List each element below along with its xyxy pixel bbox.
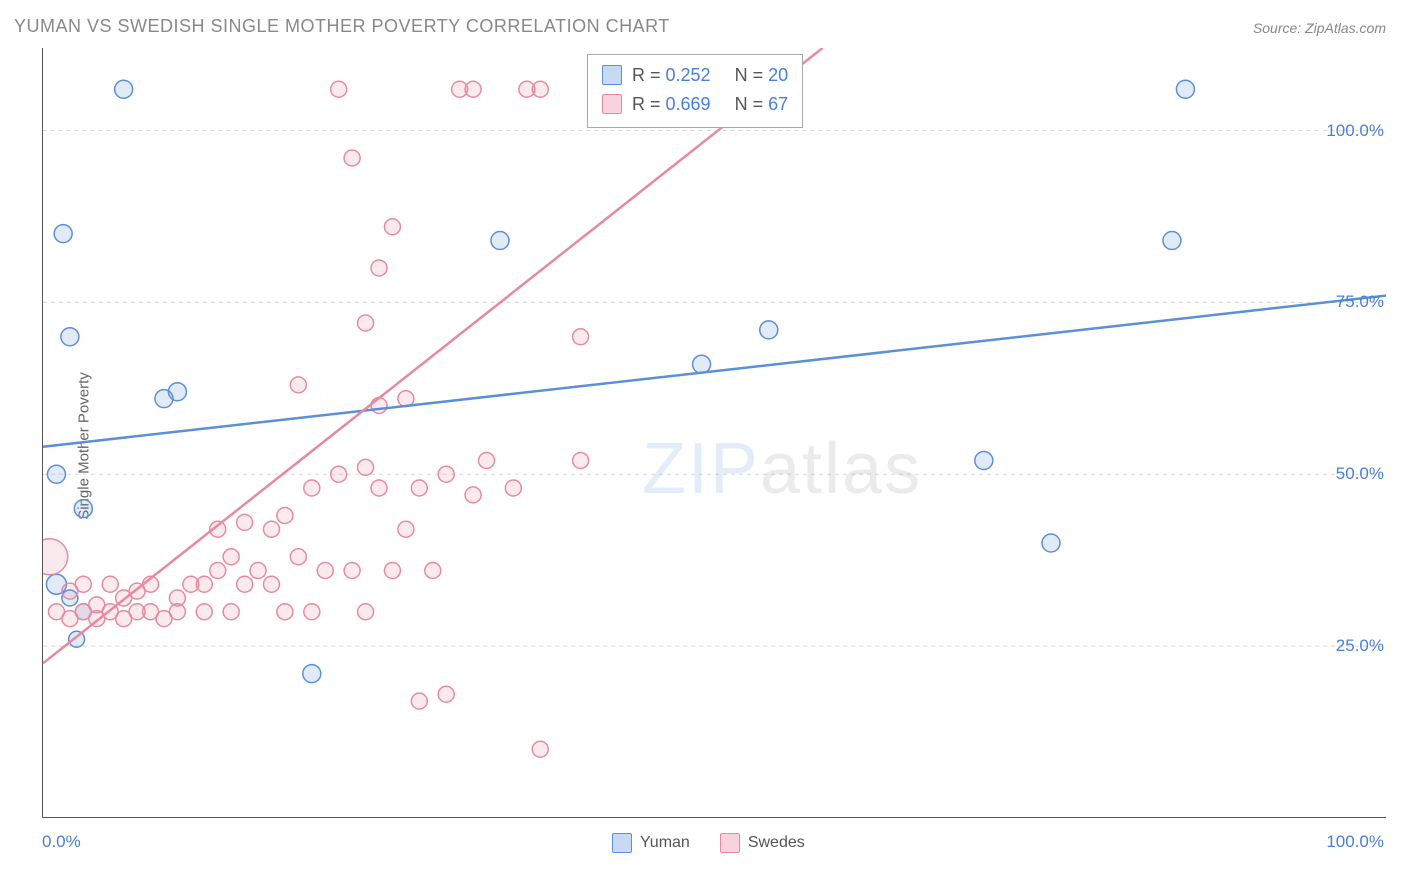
x-tick-label: 0.0% [42, 832, 81, 852]
legend-swatch [612, 833, 632, 853]
source-label: Source: ZipAtlas.com [1253, 20, 1386, 36]
series-legend: Yuman Swedes [612, 833, 805, 853]
y-tick-label: 25.0% [1336, 636, 1384, 656]
legend-swatch [720, 833, 740, 853]
legend-swatch [602, 65, 622, 85]
chart-title: YUMAN VS SWEDISH SINGLE MOTHER POVERTY C… [14, 16, 670, 37]
legend-row: R = 0.669 N = 67 [602, 90, 788, 119]
legend-item: Yuman [612, 833, 690, 853]
legend-item: Swedes [720, 833, 805, 853]
scatter-chart [42, 48, 1386, 818]
legend-series-name: Swedes [748, 834, 805, 852]
legend-n-label: N = 67 [735, 90, 789, 119]
correlation-legend: R = 0.252 N = 20 R = 0.669 N = 67 [587, 54, 803, 128]
y-tick-label: 100.0% [1326, 121, 1384, 141]
y-tick-label: 75.0% [1336, 292, 1384, 312]
legend-swatch [602, 94, 622, 114]
legend-n-label: N = 20 [735, 61, 789, 90]
legend-r-label: R = 0.669 [632, 90, 711, 119]
x-tick-label: 100.0% [1326, 832, 1384, 852]
legend-series-name: Yuman [640, 834, 690, 852]
legend-row: R = 0.252 N = 20 [602, 61, 788, 90]
y-tick-label: 50.0% [1336, 464, 1384, 484]
chart-container: YUMAN VS SWEDISH SINGLE MOTHER POVERTY C… [0, 0, 1406, 892]
legend-r-label: R = 0.252 [632, 61, 711, 90]
